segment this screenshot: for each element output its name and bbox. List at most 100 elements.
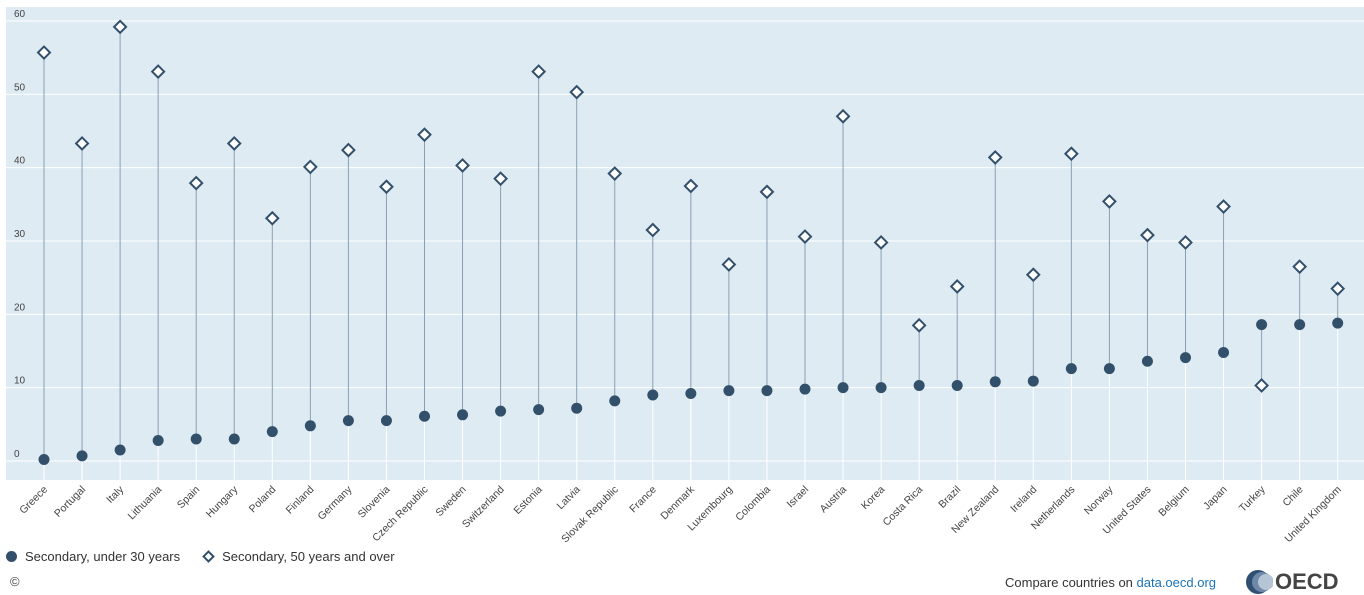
- x-tick-label: Norway: [1082, 483, 1116, 517]
- diamond-point: [607, 166, 623, 181]
- circle-point: [1256, 319, 1268, 331]
- y-tick-label: 10: [14, 376, 26, 387]
- x-tick-label: Belgium: [1156, 483, 1191, 518]
- diamond-point: [188, 175, 204, 191]
- x-tick-label: Germany: [315, 483, 355, 523]
- circle-point: [495, 405, 507, 417]
- diamond-point: [36, 45, 52, 60]
- diamond-point: [302, 159, 318, 175]
- circle-point: [38, 454, 50, 466]
- y-tick-label: 40: [14, 156, 26, 167]
- compare-countries-text: Compare countries on data.oecd.org: [1005, 575, 1216, 590]
- circle-point: [685, 388, 697, 400]
- legend-circle-marker: [6, 550, 17, 562]
- y-tick-label: 30: [14, 229, 26, 240]
- data-oecd-link[interactable]: data.oecd.org: [1136, 575, 1217, 590]
- x-tick-label: Italy: [104, 483, 127, 506]
- diamond-point: [949, 279, 965, 294]
- diamond-point: [1178, 235, 1193, 250]
- circle-point: [1065, 363, 1077, 375]
- legend: Secondary, under 30 years Secondary, 50 …: [6, 547, 417, 565]
- circle-point: [228, 433, 240, 445]
- circle-point: [1218, 346, 1230, 358]
- diamond-point: [1025, 267, 1041, 283]
- circle-point: [571, 402, 583, 414]
- circle-point: [1294, 319, 1306, 331]
- legend-label: Secondary, 50 years and over: [222, 548, 395, 564]
- diamond-point: [1292, 259, 1308, 275]
- diamond-point: [1101, 193, 1117, 209]
- x-tick-label: Lithuania: [126, 484, 165, 523]
- diamond-point: [873, 235, 889, 250]
- diamond-point: [1140, 227, 1155, 243]
- legend-item-50-and-over[interactable]: Secondary, 50 years and over: [202, 548, 395, 564]
- diamond-point: [379, 179, 394, 195]
- diamond-point: [1063, 146, 1079, 162]
- circle-point: [152, 434, 164, 446]
- circle-point: [837, 382, 849, 394]
- diamond-point: [74, 136, 90, 151]
- diamond-point: [455, 158, 470, 173]
- diamond-point: [531, 64, 547, 80]
- copyright-notice: ©: [10, 574, 20, 589]
- circle-point: [875, 382, 887, 394]
- circle-point: [76, 450, 88, 462]
- circle-point: [951, 379, 963, 391]
- circle-point: [342, 415, 354, 427]
- circle-point: [1332, 317, 1344, 329]
- x-tick-label: Korea: [859, 484, 887, 512]
- circle-point: [266, 426, 278, 438]
- oecd-logo[interactable]: OECD: [1245, 569, 1339, 595]
- circle-point: [609, 395, 621, 407]
- diamond-point: [112, 19, 128, 35]
- legend-item-under-30[interactable]: Secondary, under 30 years: [6, 549, 180, 564]
- x-tick-label: Colombia: [733, 484, 773, 524]
- x-tick-label: Sweden: [433, 484, 468, 519]
- circle-point: [190, 433, 202, 445]
- x-tick-label: Slovenia: [356, 484, 393, 521]
- x-tick-label: Poland: [247, 484, 279, 516]
- diamond-point: [417, 127, 432, 143]
- x-tick-label: Chile: [1280, 484, 1306, 510]
- x-tick-label: Latvia: [555, 484, 583, 512]
- x-tick-label: Greece: [17, 484, 50, 517]
- circle-point: [647, 389, 659, 401]
- circle-point: [533, 404, 545, 416]
- circle-point: [1027, 375, 1039, 387]
- plot-background: [6, 7, 1364, 480]
- chart-area: 0 10 20 30 40 50 60 Greece Portugal Italy Lithuani…: [6, 7, 1364, 545]
- y-tick-label: 50: [14, 82, 26, 93]
- circle-point: [799, 383, 811, 395]
- diamond-point: [340, 142, 356, 158]
- diamond-point: [569, 84, 585, 100]
- x-tick-label: Finland: [284, 484, 317, 517]
- x-tick-label: Estonia: [512, 484, 545, 517]
- circle-point: [419, 410, 430, 422]
- compare-prefix: Compare countries on: [1005, 575, 1137, 590]
- y-tick-label: 0: [14, 449, 20, 460]
- diamond-point: [721, 257, 737, 272]
- circle-point: [380, 415, 392, 427]
- diamond-point: [1254, 378, 1270, 393]
- circle-point: [723, 385, 735, 397]
- diamond-point: [226, 136, 242, 151]
- circle-point: [913, 379, 925, 391]
- circle-point: [1103, 363, 1115, 375]
- x-tick-label: Denmark: [658, 483, 697, 522]
- x-tick-label: Japan: [1201, 484, 1230, 513]
- x-tick-label: Costa Rica: [880, 484, 925, 529]
- diamond-point: [987, 149, 1003, 165]
- globe-icon: [1246, 570, 1273, 594]
- x-tick-label: Hungary: [204, 483, 241, 520]
- logo-text: OECD: [1275, 569, 1339, 594]
- legend-diamond-marker: [202, 549, 216, 563]
- x-tick-label: Turkey: [1237, 483, 1268, 514]
- circle-point: [457, 409, 469, 421]
- circle-point: [114, 444, 126, 456]
- diamond-point: [150, 64, 166, 80]
- x-tick-label: Spain: [175, 484, 203, 512]
- diamond-point: [645, 222, 661, 238]
- circle-point: [989, 376, 1001, 388]
- diamond-point: [1330, 281, 1346, 297]
- legend-label: Secondary, under 30 years: [25, 548, 181, 564]
